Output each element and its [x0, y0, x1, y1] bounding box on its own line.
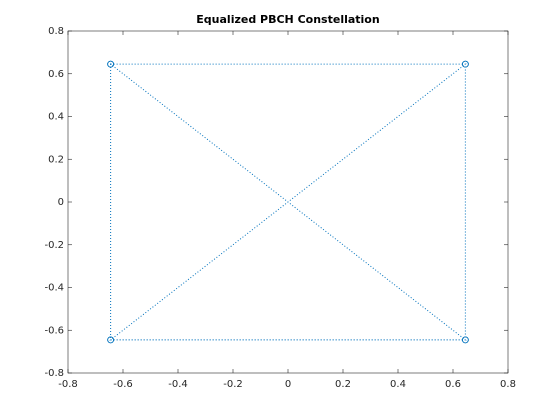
- data-line: [109, 63, 467, 341]
- y-tick-label: 0: [58, 197, 64, 208]
- y-tick-label: 0.8: [48, 26, 64, 37]
- y-tick-label: -0.2: [44, 240, 64, 251]
- y-tick-label: -0.6: [44, 325, 64, 336]
- x-tick-label: -0.2: [223, 379, 243, 390]
- data-marker: [107, 336, 115, 344]
- data-marker: [461, 336, 469, 344]
- x-tick-label: -0.8: [58, 379, 78, 390]
- x-tick-label: -0.6: [113, 379, 133, 390]
- x-tick-label: -0.4: [168, 379, 188, 390]
- x-tick-label: 0: [285, 379, 291, 390]
- x-tick-label: 0.2: [335, 379, 351, 390]
- y-tick-label: -0.8: [44, 368, 64, 379]
- y-tick-label: 0.6: [48, 69, 64, 80]
- y-tick-label: 0.2: [48, 154, 64, 165]
- chart-title: Equalized PBCH Constellation: [196, 13, 379, 26]
- y-tick-label: 0.4: [48, 112, 64, 123]
- data-marker: [107, 60, 115, 68]
- y-tick-label: -0.4: [44, 283, 64, 294]
- x-tick-label: 0.4: [390, 379, 406, 390]
- x-tick-label: 0.8: [500, 379, 516, 390]
- data-marker: [461, 60, 469, 68]
- x-tick-label: 0.6: [445, 379, 461, 390]
